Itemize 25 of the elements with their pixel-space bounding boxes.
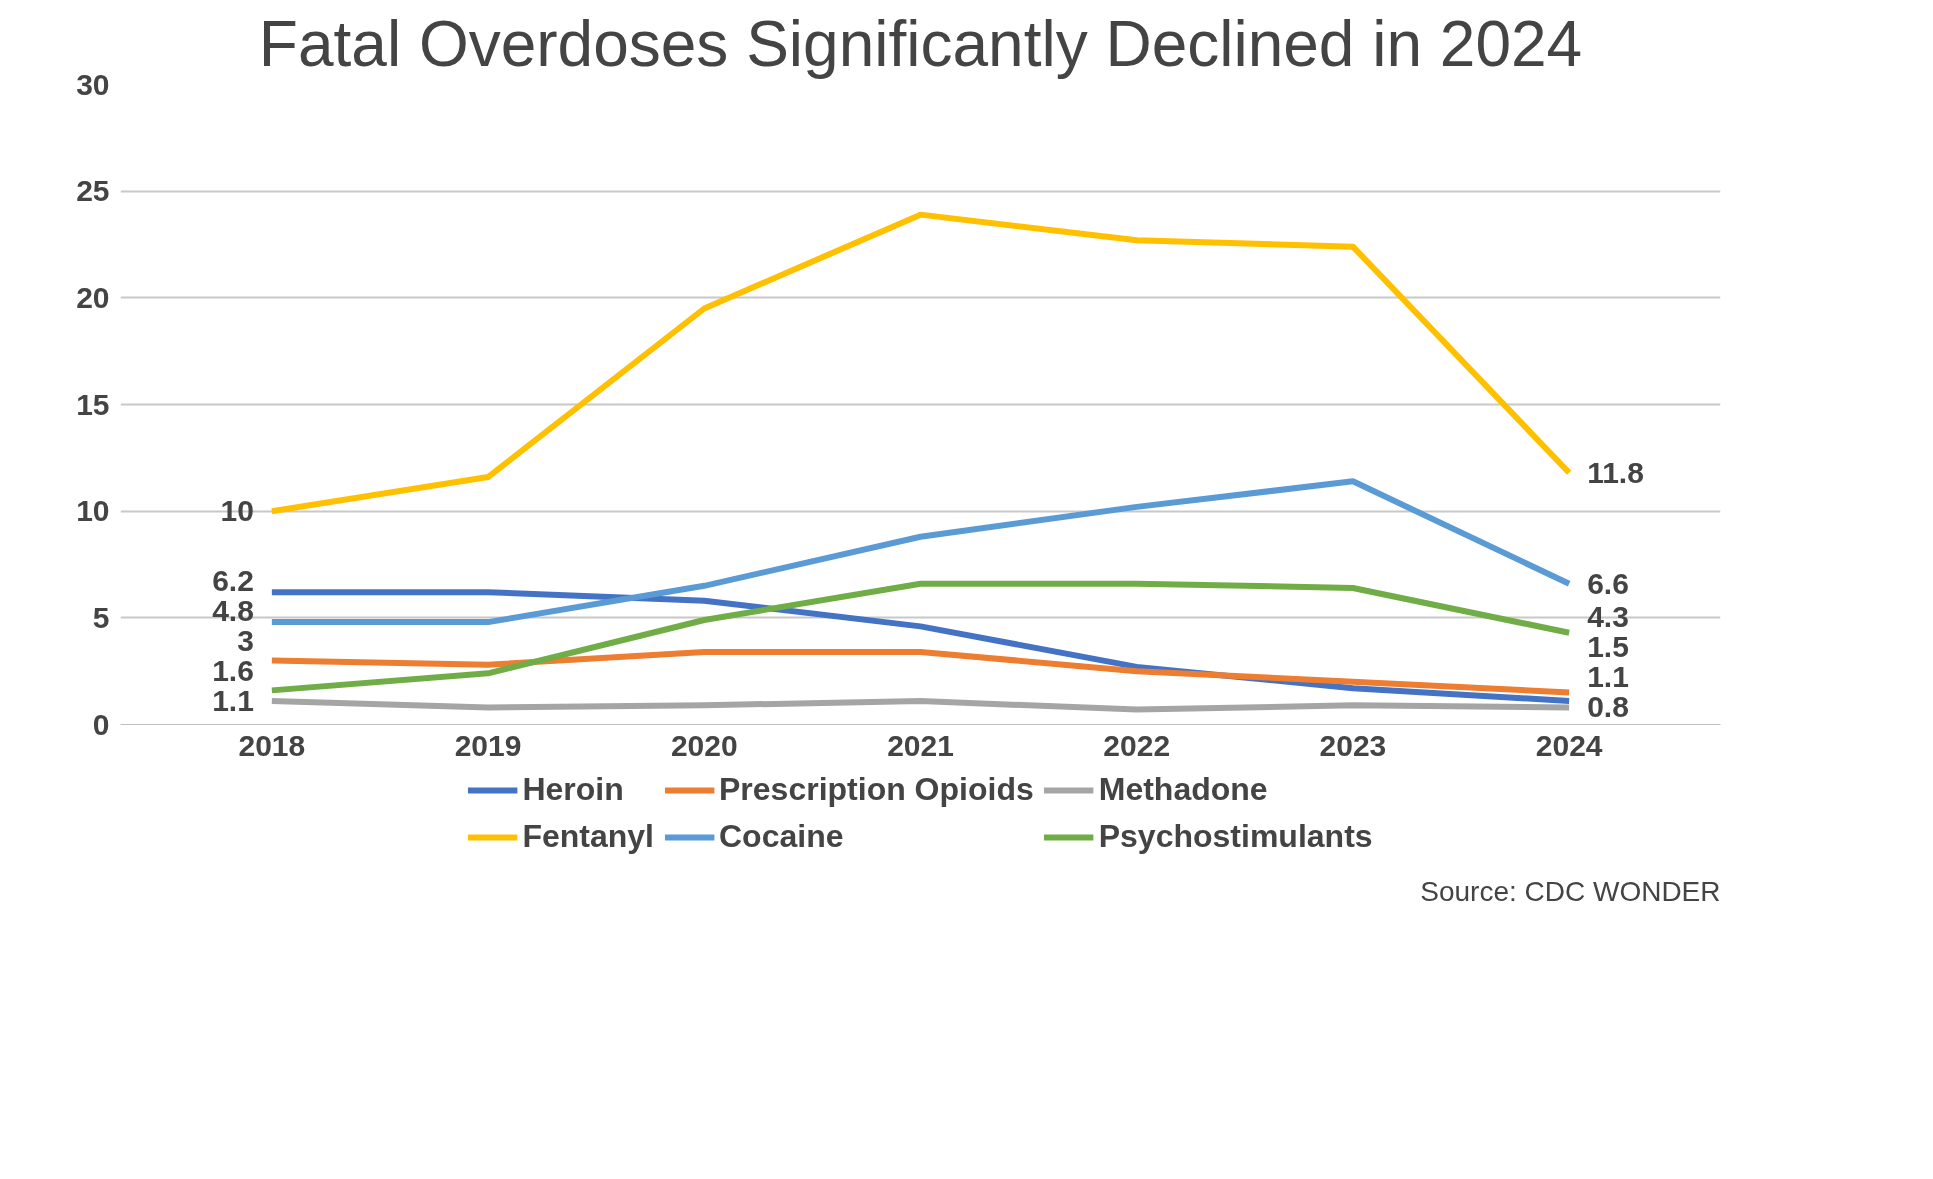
legend-label: Fentanyl (522, 818, 654, 855)
source-note: Source: CDC WONDER (1420, 875, 1721, 907)
y-tick-label: 25 (76, 174, 110, 208)
data-label: 11.8 (1587, 455, 1644, 489)
y-tick-label: 5 (92, 600, 110, 634)
chart-title: Fatal Overdoses Significantly Declined in 2024 (258, 7, 1583, 80)
x-tick-label: 2022 (1103, 728, 1171, 762)
legend-label: Psychostimulants (1098, 818, 1373, 855)
data-label: 10 (220, 494, 254, 528)
x-tick-label: 2019 (454, 728, 522, 762)
legend-label: Methadone (1098, 771, 1268, 808)
legend-label: Cocaine (719, 818, 844, 855)
y-tick-label: 15 (76, 387, 110, 421)
x-tick-label: 2018 (238, 728, 306, 762)
x-tick-label: 2024 (1535, 728, 1603, 762)
data-label: 6.6 (1587, 566, 1629, 600)
legend-label: Prescription Opioids (719, 771, 1034, 808)
y-tick-label: 0 (92, 707, 110, 741)
y-tick-label: 10 (76, 494, 110, 528)
legend-label: Heroin (522, 771, 624, 808)
y-tick-label: 20 (76, 280, 110, 314)
x-tick-label: 2021 (887, 728, 954, 762)
y-tick-label: 30 (76, 67, 110, 101)
x-tick-label: 2020 (670, 728, 738, 762)
x-tick-label: 2023 (1319, 728, 1387, 762)
